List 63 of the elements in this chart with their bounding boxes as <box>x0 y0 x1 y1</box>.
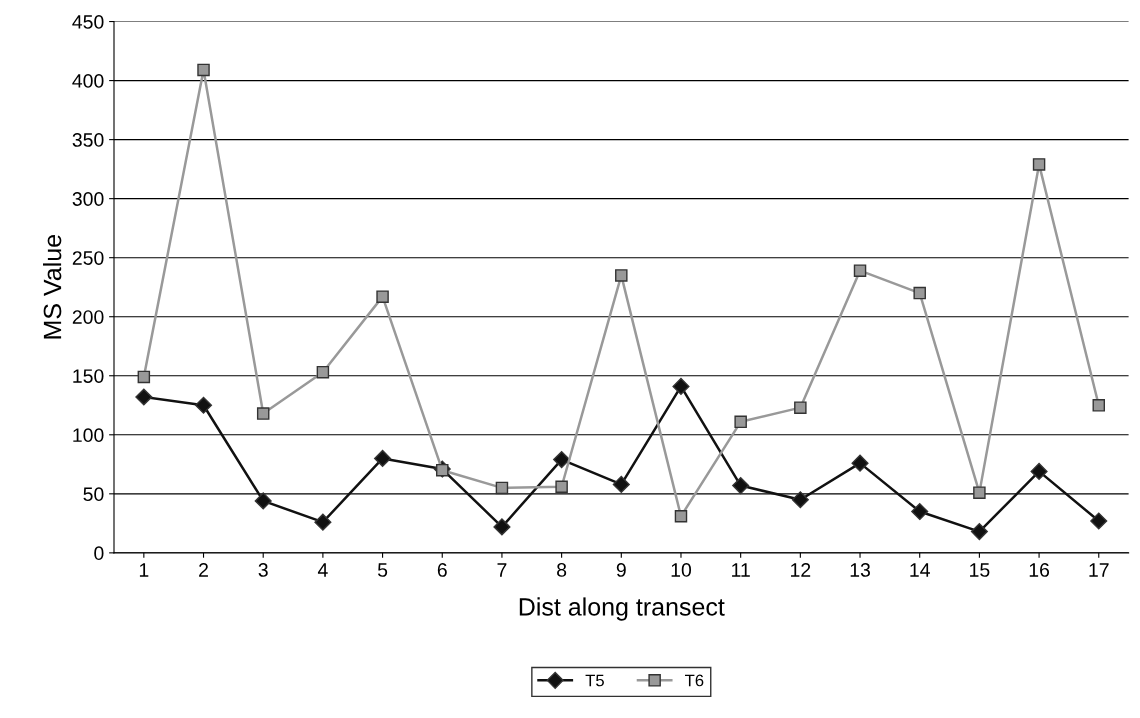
point <box>615 269 628 282</box>
legend-label: T5 <box>585 674 604 687</box>
x-tick-label: 11 <box>732 563 750 577</box>
point <box>137 370 151 384</box>
point <box>1092 399 1106 412</box>
x-axis-title: Dist along transect <box>519 597 725 621</box>
x-tick-label: 4 <box>317 563 328 577</box>
x-tick-label: 12 <box>791 563 811 577</box>
point <box>913 286 926 300</box>
x-tick-label: 2 <box>199 563 208 577</box>
point <box>973 486 986 499</box>
x-tick-label: 14 <box>910 563 930 577</box>
x-tick-label: 7 <box>497 563 507 577</box>
x-tick-label: 1 <box>139 563 149 577</box>
point <box>970 523 988 541</box>
point <box>495 481 509 495</box>
point <box>254 492 272 510</box>
y-axis-title: MS Value <box>42 235 62 339</box>
point <box>555 480 568 493</box>
point <box>553 451 571 469</box>
point <box>376 290 389 303</box>
point <box>1032 158 1046 171</box>
y-tick-label: 0 <box>94 546 104 561</box>
point <box>911 502 929 521</box>
x-tick-label: 8 <box>557 563 567 577</box>
y-tick-label: 350 <box>72 133 104 147</box>
point <box>197 63 210 77</box>
point <box>674 510 688 523</box>
point <box>316 365 330 379</box>
y-tick-label: 250 <box>72 251 104 265</box>
x-tick-label: 10 <box>671 563 692 577</box>
point <box>374 449 392 467</box>
x-tick-label: 13 <box>850 563 870 577</box>
y-tick-label: 300 <box>72 192 104 206</box>
x-tick-label: 9 <box>616 563 626 577</box>
legend-label: T6 <box>685 674 704 687</box>
point <box>194 396 213 414</box>
y-tick-label: 450 <box>72 15 104 29</box>
point <box>734 415 747 429</box>
point <box>672 377 690 395</box>
y-tick-label: 100 <box>73 428 104 443</box>
x-tick-label: 5 <box>377 563 388 577</box>
y-tick-label: 150 <box>73 369 104 383</box>
y-tick-label: 50 <box>83 487 104 502</box>
x-tick-label: 16 <box>1029 563 1050 577</box>
point <box>794 401 807 414</box>
point <box>256 407 270 420</box>
y-tick-label: 400 <box>72 74 104 88</box>
point <box>1090 512 1108 530</box>
point <box>314 513 332 531</box>
point <box>1030 462 1048 480</box>
point <box>612 475 630 493</box>
x-tick-label: 15 <box>970 563 990 577</box>
y-tick-label: 200 <box>72 310 104 324</box>
point <box>851 454 869 472</box>
point <box>135 388 153 406</box>
point <box>732 477 750 495</box>
point <box>853 264 867 277</box>
x-tick-label: 17 <box>1089 563 1109 577</box>
point <box>493 518 511 536</box>
x-tick-label: 6 <box>437 563 447 577</box>
x-tick-label: 3 <box>258 563 268 577</box>
point <box>791 491 809 509</box>
